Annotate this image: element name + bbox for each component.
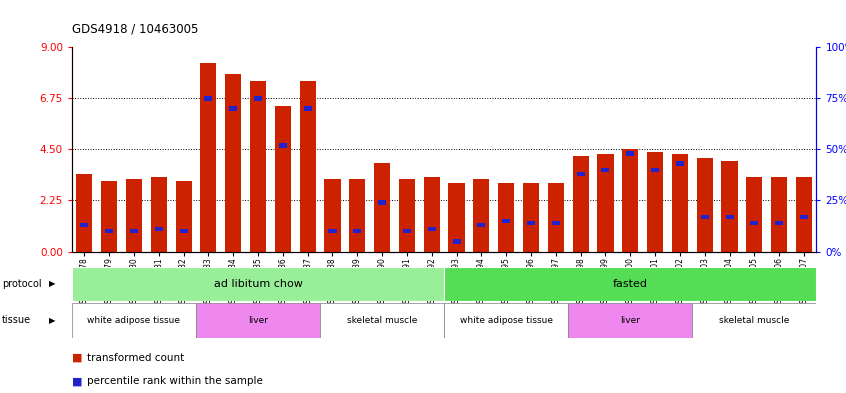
Bar: [597, 154, 613, 252]
Bar: [130, 229, 138, 233]
Text: ▶: ▶: [49, 316, 56, 325]
Bar: [444, 303, 569, 338]
Bar: [800, 215, 808, 219]
Bar: [101, 181, 118, 252]
Bar: [275, 106, 291, 252]
Bar: [72, 303, 196, 338]
Text: skeletal muscle: skeletal muscle: [347, 316, 417, 325]
Bar: [477, 223, 486, 227]
Bar: [498, 184, 514, 252]
Bar: [105, 229, 113, 233]
Bar: [196, 303, 320, 338]
Bar: [726, 215, 733, 219]
Bar: [279, 143, 287, 147]
Bar: [80, 223, 88, 227]
Bar: [76, 174, 92, 252]
Bar: [746, 176, 762, 252]
Bar: [179, 229, 188, 233]
Bar: [201, 63, 217, 252]
Text: fasted: fasted: [613, 279, 648, 289]
Bar: [72, 267, 444, 301]
Bar: [328, 229, 337, 233]
Bar: [527, 220, 535, 225]
Bar: [651, 167, 659, 172]
Bar: [349, 179, 365, 252]
Bar: [626, 151, 634, 156]
Text: ■: ■: [72, 353, 82, 363]
Bar: [750, 220, 758, 225]
Text: skeletal muscle: skeletal muscle: [719, 316, 789, 325]
Bar: [424, 176, 440, 252]
Bar: [354, 229, 361, 233]
Bar: [775, 220, 783, 225]
Text: white adipose tissue: white adipose tissue: [459, 316, 552, 325]
Bar: [378, 200, 386, 205]
Bar: [205, 96, 212, 101]
Bar: [444, 267, 816, 301]
Bar: [374, 163, 390, 252]
Bar: [448, 184, 464, 252]
Bar: [320, 303, 444, 338]
Bar: [254, 96, 262, 101]
Bar: [175, 181, 192, 252]
Bar: [573, 156, 589, 252]
Text: protocol: protocol: [2, 279, 41, 289]
Bar: [523, 184, 539, 252]
Bar: [692, 303, 816, 338]
Bar: [796, 176, 812, 252]
Text: ad libitum chow: ad libitum chow: [213, 279, 303, 289]
Bar: [151, 176, 167, 252]
Text: GDS4918 / 10463005: GDS4918 / 10463005: [72, 22, 198, 35]
Bar: [304, 106, 311, 111]
Bar: [602, 167, 609, 172]
Bar: [126, 179, 142, 252]
Text: tissue: tissue: [2, 315, 30, 325]
Bar: [299, 81, 316, 252]
Bar: [503, 219, 510, 223]
Text: transformed count: transformed count: [87, 353, 184, 363]
Bar: [722, 161, 738, 252]
Bar: [577, 172, 585, 176]
Bar: [771, 176, 788, 252]
Bar: [700, 215, 709, 219]
Bar: [250, 81, 266, 252]
Bar: [547, 184, 564, 252]
Bar: [647, 152, 663, 252]
Bar: [453, 239, 460, 244]
Bar: [622, 149, 639, 252]
Bar: [229, 106, 237, 111]
Text: liver: liver: [248, 316, 268, 325]
Text: ▶: ▶: [49, 279, 56, 288]
Bar: [672, 154, 688, 252]
Bar: [398, 179, 415, 252]
Text: liver: liver: [620, 316, 640, 325]
Bar: [155, 227, 162, 231]
Text: ■: ■: [72, 376, 82, 386]
Bar: [696, 158, 713, 252]
Bar: [552, 220, 560, 225]
Bar: [403, 229, 411, 233]
Text: white adipose tissue: white adipose tissue: [87, 316, 180, 325]
Bar: [428, 227, 436, 231]
Bar: [569, 303, 692, 338]
Text: percentile rank within the sample: percentile rank within the sample: [87, 376, 263, 386]
Bar: [225, 74, 241, 252]
Bar: [324, 179, 341, 252]
Bar: [676, 162, 684, 166]
Bar: [473, 179, 490, 252]
